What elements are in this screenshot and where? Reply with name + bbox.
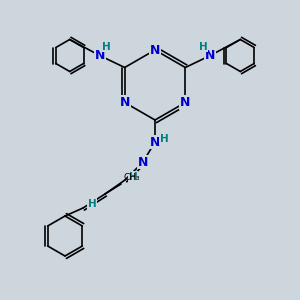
Text: H: H <box>160 134 168 144</box>
Text: N: N <box>94 49 105 62</box>
Text: N: N <box>119 96 130 109</box>
Text: H: H <box>199 41 208 52</box>
Text: N: N <box>150 136 160 148</box>
Text: N: N <box>180 96 190 109</box>
Text: N: N <box>205 49 215 62</box>
Text: H: H <box>129 172 137 182</box>
Text: N: N <box>138 155 148 169</box>
Text: CH₃: CH₃ <box>123 173 140 182</box>
Text: N: N <box>150 44 160 56</box>
Text: H: H <box>88 199 96 209</box>
Text: H: H <box>102 41 111 52</box>
